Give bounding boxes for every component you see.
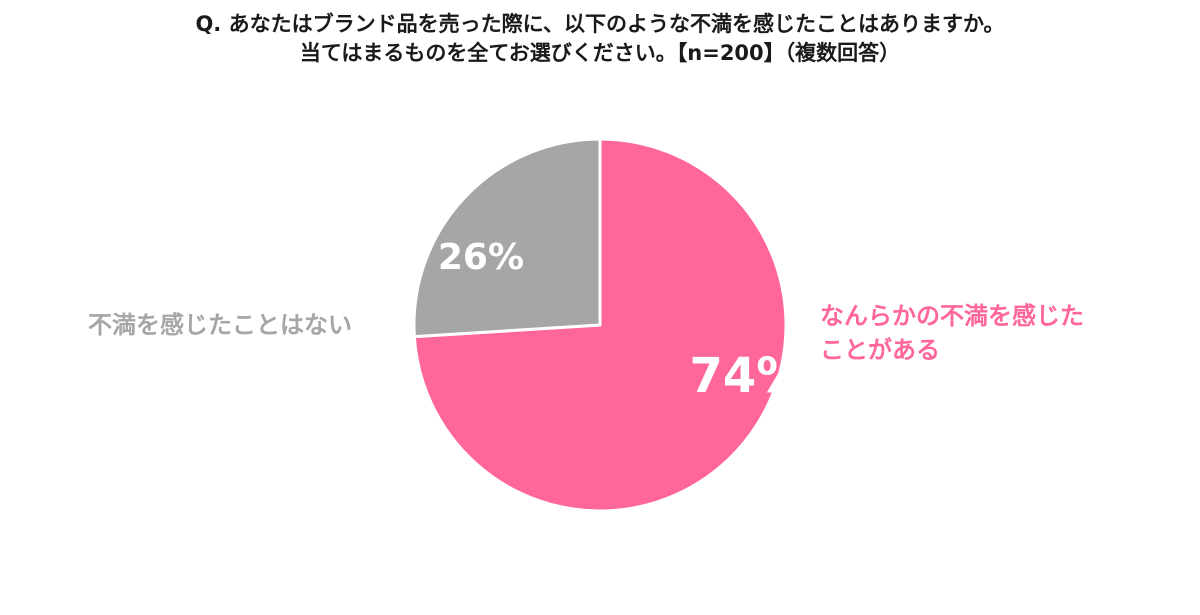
chart-title-line1: Q. あなたはブランド品を売った際に、以下のような不満を感じたことはありますか。 xyxy=(195,12,1005,36)
slice-value-label-gray: 26% xyxy=(438,237,524,278)
slice-value-label-pink: 74% xyxy=(689,348,804,404)
slice-category-label-pink-line1: なんらかの不満を感じた xyxy=(820,302,1084,330)
chart-title-line2: 当てはまるものを全てお選びください。【n=200】（複数回答） xyxy=(299,41,901,65)
slice-category-label-gray-line1: 不満を感じたことはない xyxy=(88,311,352,339)
slice-category-label-pink: なんらかの不満を感じた ことがある xyxy=(820,299,1084,367)
pie-slice-gray xyxy=(412,137,602,339)
pie-slices xyxy=(412,137,788,513)
slice-category-label-gray: 不満を感じたことはない xyxy=(88,308,352,342)
chart-title: Q. あなたはブランド品を売った際に、以下のような不満を感じたことはありますか。… xyxy=(0,10,1200,68)
slice-category-label-pink-line2: ことがある xyxy=(820,336,940,364)
